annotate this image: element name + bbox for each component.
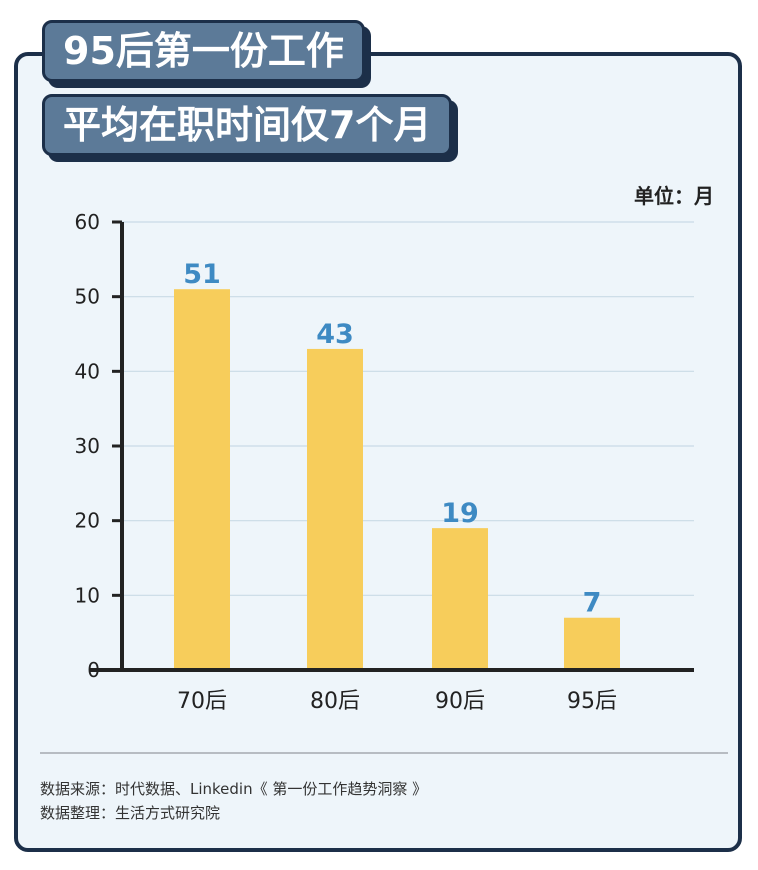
x-category-label: 80后	[310, 689, 360, 714]
bar	[432, 528, 488, 668]
bar-value-label: 19	[441, 498, 479, 529]
y-tick-label: 50	[75, 285, 100, 309]
x-category-label: 90后	[435, 689, 485, 714]
footer-divider	[40, 752, 728, 754]
bar	[307, 348, 363, 668]
y-tick-label: 30	[75, 434, 100, 458]
y-tick-label: 10	[75, 583, 100, 607]
chart-panel	[14, 52, 742, 852]
title-line-1-text: 95后第一份工作	[63, 29, 344, 73]
bar	[174, 289, 230, 668]
y-tick-label: 20	[75, 509, 100, 533]
bar-value-label: 43	[316, 319, 354, 350]
data-compiled-by: 数据整理：生活方式研究院	[40, 804, 221, 822]
title-line-1: 95后第一份工作	[42, 20, 365, 82]
unit-label: 单位：月	[634, 184, 714, 208]
bar-value-label: 51	[183, 259, 221, 290]
bar	[564, 617, 620, 668]
data-source: 数据来源：时代数据、Linkedin《 第一份工作趋势洞察 》	[40, 780, 428, 798]
title-line-2: 平均在职时间仅7个月	[42, 94, 453, 156]
title-line-2-text: 平均在职时间仅7个月	[63, 103, 432, 147]
y-tick-label: 60	[75, 210, 100, 234]
bar-value-label: 7	[583, 588, 602, 619]
x-category-label: 95后	[567, 689, 617, 714]
x-category-label: 70后	[177, 689, 227, 714]
y-tick-label: 40	[75, 359, 100, 383]
